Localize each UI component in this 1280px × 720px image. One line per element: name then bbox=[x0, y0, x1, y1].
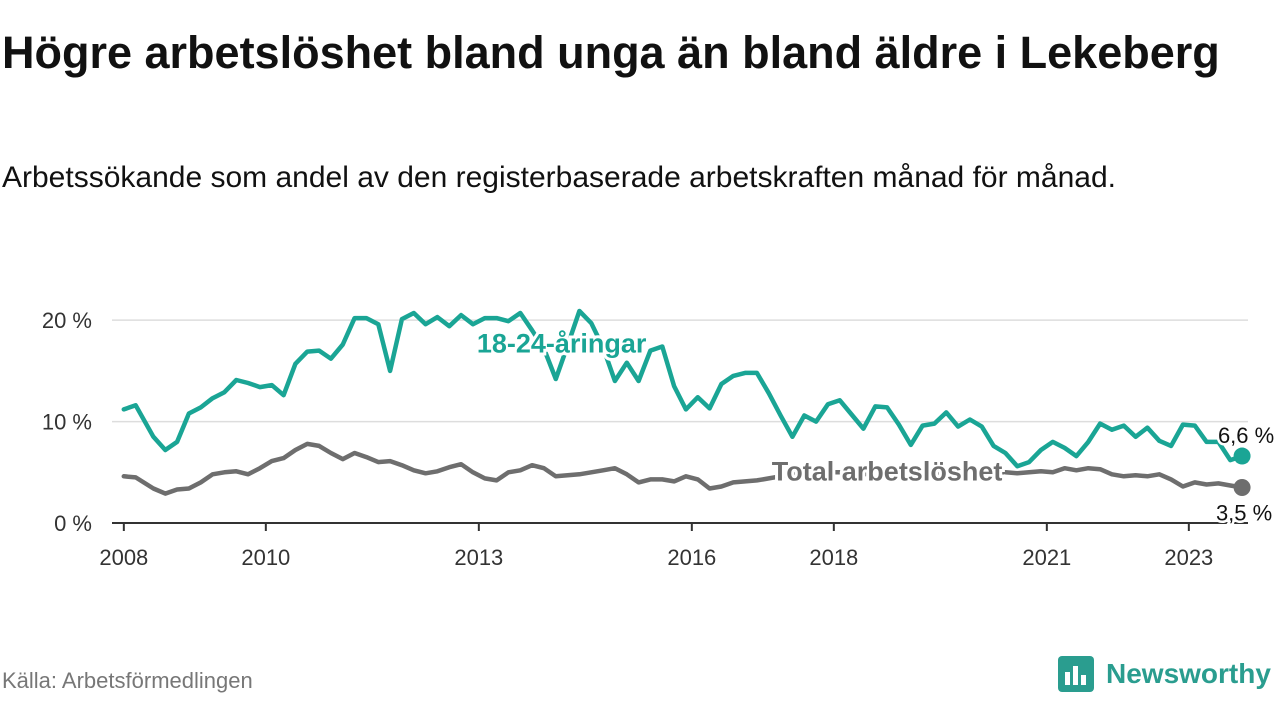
x-tick-label: 2016 bbox=[667, 545, 716, 570]
y-tick-label: 10 % bbox=[42, 410, 92, 435]
y-tick-label: 0 % bbox=[54, 511, 92, 536]
chart-subtitle: Arbetssökande som andel av den registerb… bbox=[2, 161, 1116, 194]
series-line bbox=[121, 308, 1245, 469]
y-tick-label: 20 % bbox=[42, 308, 92, 333]
series-name-label: Total arbetslöshet bbox=[772, 456, 1003, 486]
brand-name: Newsworthy bbox=[1106, 658, 1271, 689]
series-end-point bbox=[1233, 479, 1251, 496]
grid-lines bbox=[112, 319, 1248, 423]
axes: 0 % 10 % 20 % 2008 2010 2013 2016 2018 2021 2023 bbox=[42, 308, 1248, 570]
series-labels: 6,6 % 18-24-åringar 3,5 % Total arbetslöshe… bbox=[474, 326, 1277, 528]
brand-logo: Newsworthy bbox=[1058, 654, 1271, 694]
series-end-point bbox=[1233, 447, 1251, 465]
source-note: Källa: Arbetsförmedlingen bbox=[2, 668, 253, 693]
x-tick-label: 2013 bbox=[454, 545, 503, 570]
x-tick-label: 2010 bbox=[241, 545, 290, 570]
series-lines bbox=[121, 308, 1251, 496]
series-line bbox=[121, 441, 1245, 496]
x-tick-label: 2008 bbox=[99, 545, 148, 570]
x-tick-label: 2018 bbox=[809, 545, 858, 570]
series-name-label: 18-24-åringar bbox=[477, 329, 647, 359]
end-value-label: 6,6 % bbox=[1218, 423, 1274, 448]
newsworthy-logo-icon bbox=[1058, 656, 1094, 692]
x-tick-label: 2023 bbox=[1164, 545, 1213, 570]
chart-title: Högre arbetslöshet bland unga än bland ä… bbox=[2, 27, 1220, 78]
end-value-label: 3,5 % bbox=[1216, 501, 1272, 526]
x-tick-label: 2021 bbox=[1022, 545, 1071, 570]
